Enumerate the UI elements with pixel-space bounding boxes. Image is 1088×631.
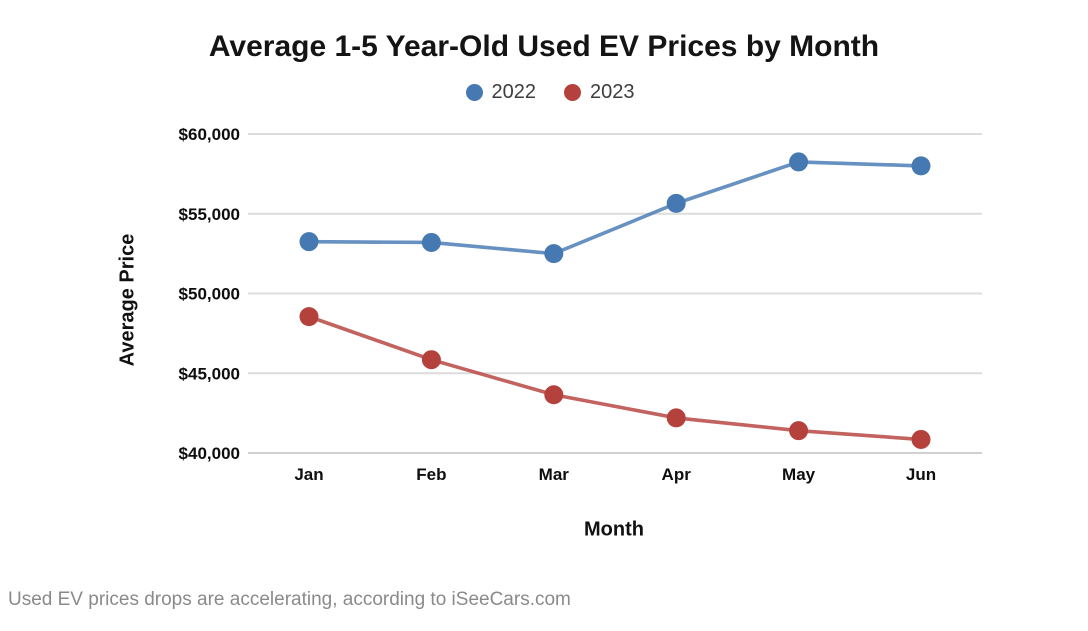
data-point-2023-Feb [421,350,441,370]
x-tick-label: Mar [539,465,570,484]
data-point-2022-May [789,152,809,172]
y-tick-label: $60,000 [179,125,240,144]
x-tick-label: Jun [906,465,936,484]
series-line-2023 [308,314,922,442]
data-point-2023-Apr [666,408,686,428]
y-tick-label: $45,000 [179,364,240,383]
data-point-2022-Jan [299,232,319,252]
x-axis-title: Month [584,518,644,541]
data-point-2023-Mar [544,385,564,405]
data-point-2023-Jan [299,307,319,327]
legend-dot-icon [465,84,483,101]
legend-item-2023: 2023 [564,81,635,104]
data-point-2022-Mar [544,244,564,264]
data-point-2022-Apr [666,193,686,213]
x-tick-label: Feb [416,465,446,484]
y-tick-label: $40,000 [179,444,240,463]
series-line-2022 [308,160,922,256]
data-point-2023-May [789,421,809,441]
chart-legend: 2022 2023 [0,81,1088,104]
legend-label: 2023 [590,81,635,103]
legend-label: 2022 [491,81,537,103]
chart-title: Average 1-5 Year-Old Used EV Prices by M… [208,30,880,63]
source-caption: Used EV prices drops are accelerating, a… [8,589,571,610]
x-tick-label: May [782,465,816,484]
y-tick-label: $55,000 [179,205,240,224]
x-tick-label: Apr [662,465,692,484]
legend-dot-icon [564,84,581,101]
y-tick-label: $50,000 [179,285,240,304]
data-point-2022-Jun [911,156,931,176]
x-tick-label: Jan [294,465,323,484]
legend-item-2022: 2022 [465,81,537,104]
data-point-2023-Jun [911,429,931,449]
data-point-2022-Feb [421,232,441,252]
